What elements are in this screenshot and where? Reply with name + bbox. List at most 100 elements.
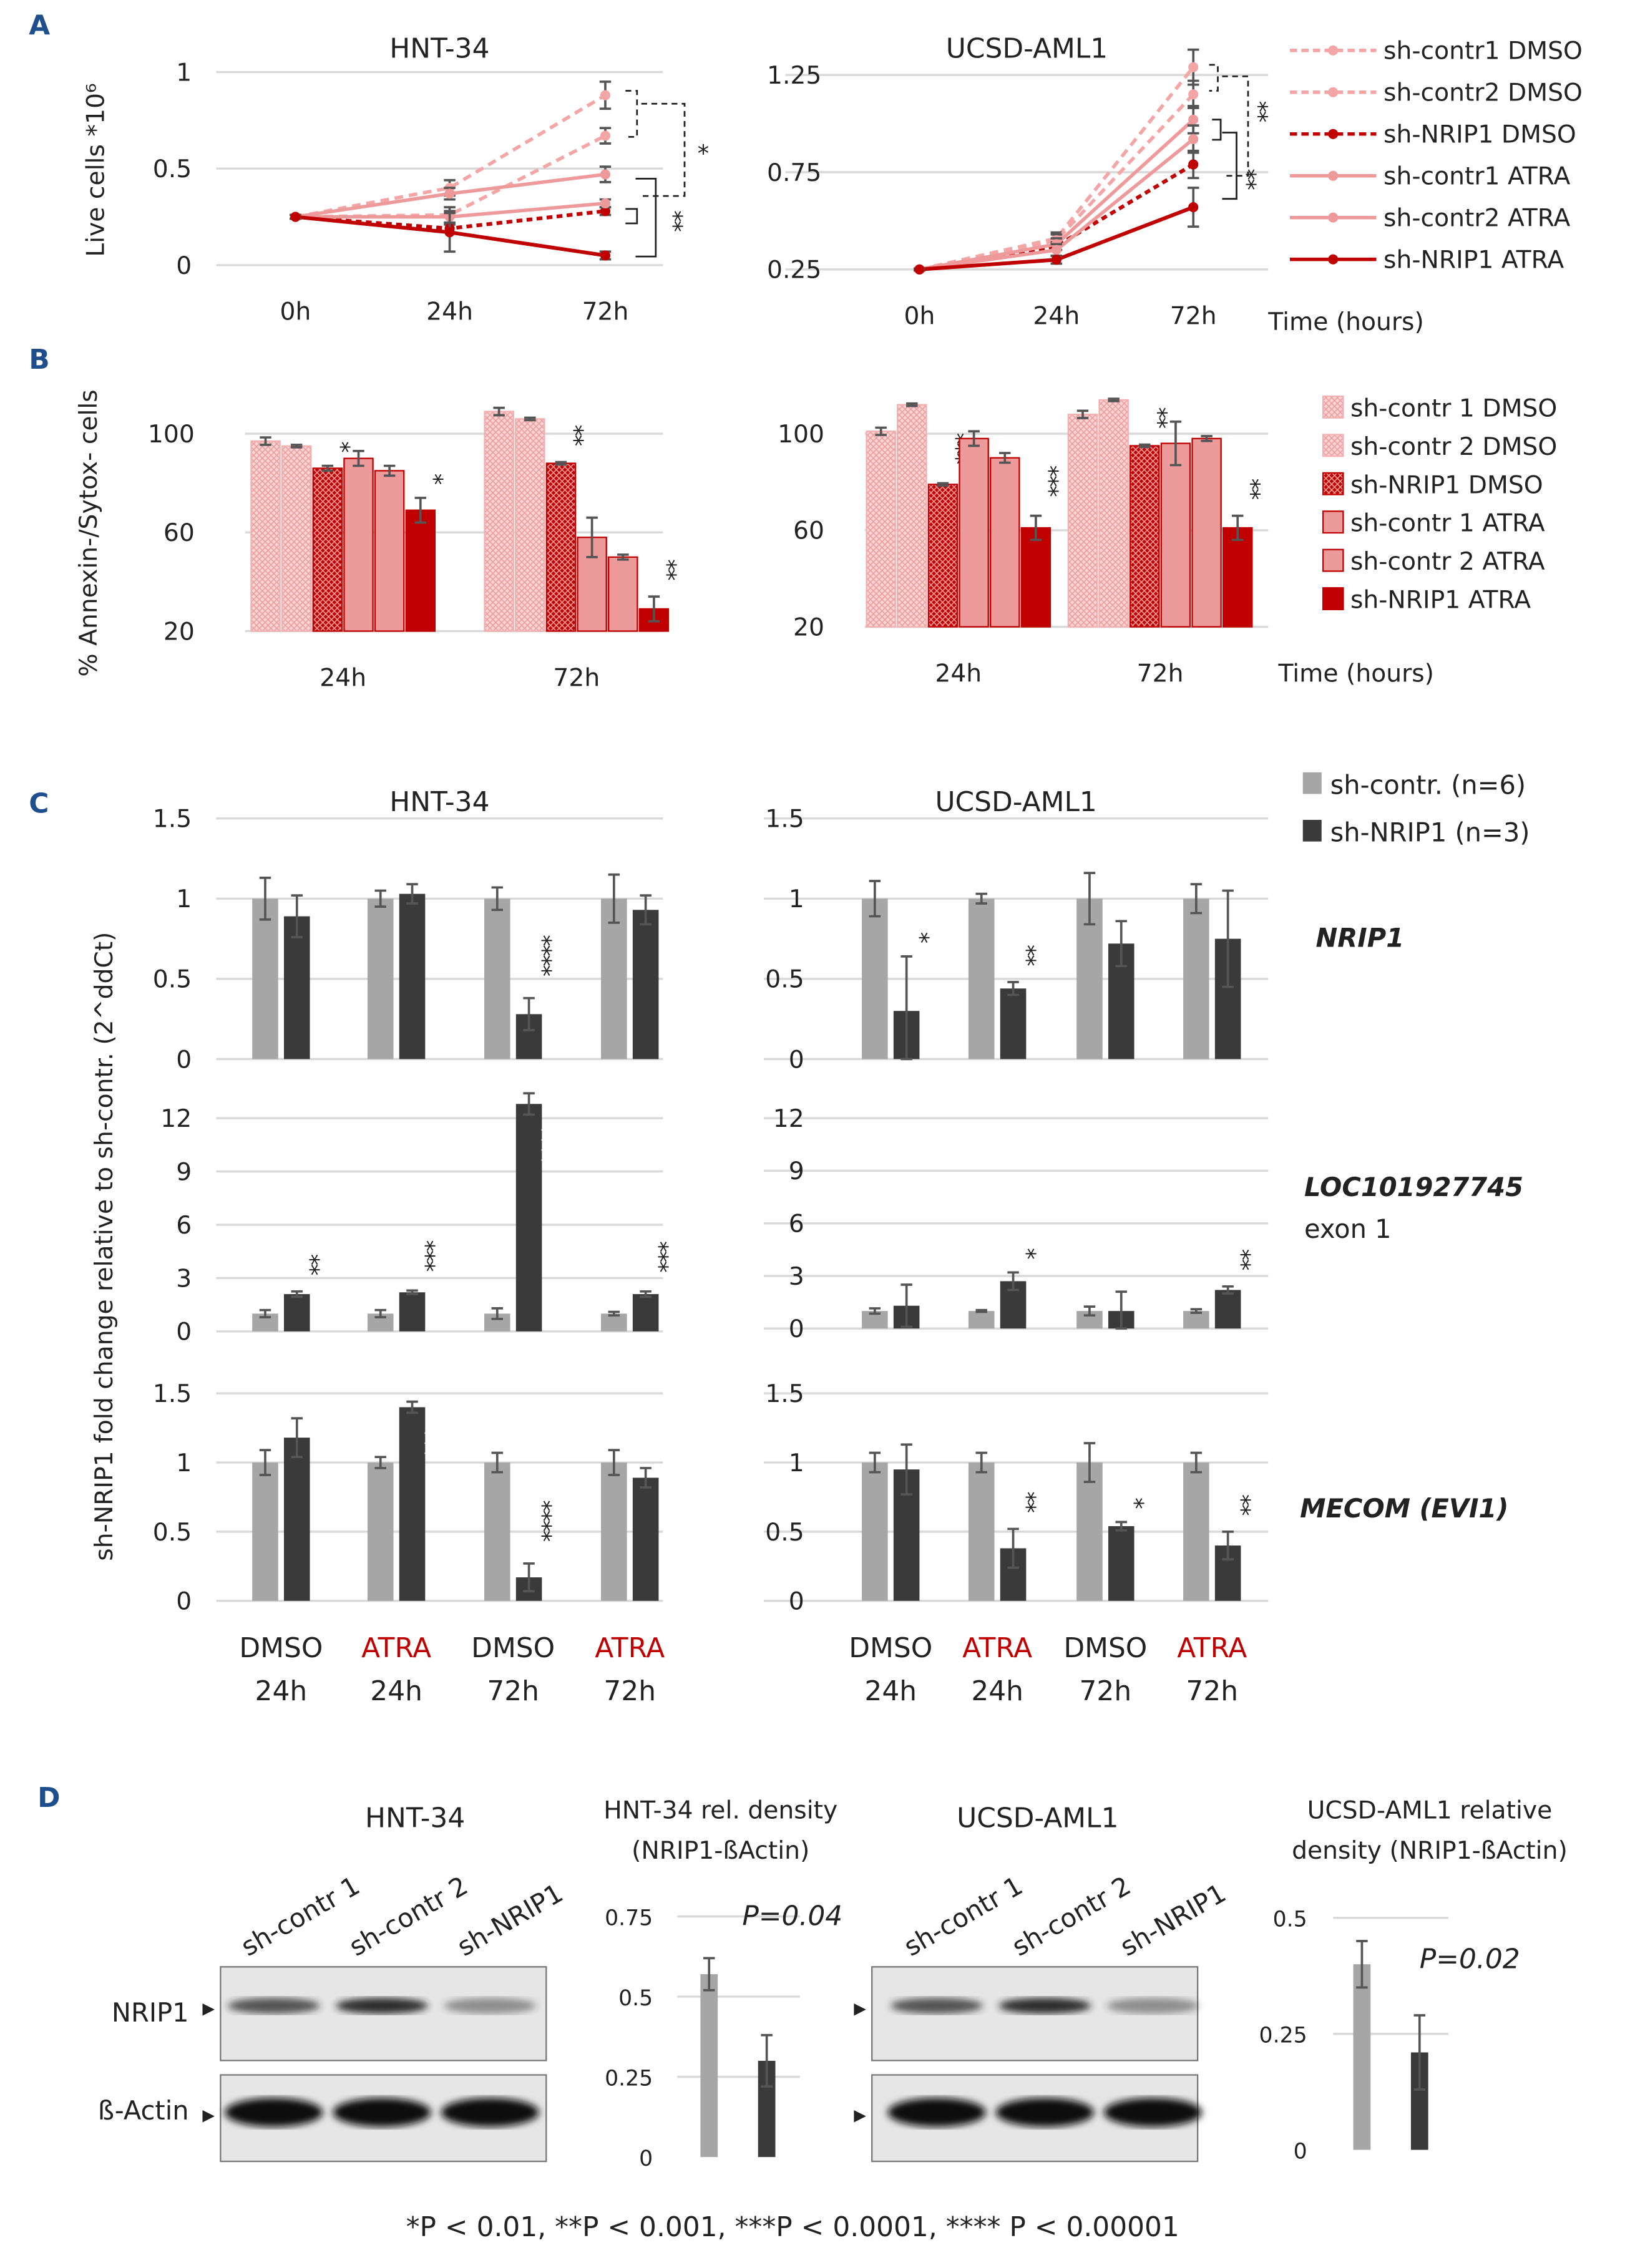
y-tick-label: 0	[789, 1046, 804, 1074]
error-bar	[617, 553, 629, 561]
data-point	[1188, 62, 1199, 72]
band-nrip1	[227, 1997, 320, 2014]
error-bar	[259, 1308, 271, 1318]
chart-title: UCSD-AML1	[935, 786, 1096, 818]
panel-label-d: D	[37, 1782, 60, 1814]
significance-stars: ****	[529, 1124, 556, 1166]
error-bar	[291, 1417, 303, 1459]
y-tick-label: 6	[176, 1212, 192, 1240]
legend-label: sh-contr 1 DMSO	[1350, 394, 1557, 422]
error-bar	[1108, 397, 1120, 402]
significance-stars: **	[654, 559, 681, 580]
significance-stars: **	[1228, 1494, 1255, 1516]
error-bar	[523, 996, 535, 1031]
significance-stars: **	[561, 425, 588, 446]
bar	[281, 445, 312, 632]
significance-stars: *	[907, 932, 934, 943]
y-tick-label: 1.25	[767, 62, 821, 90]
bar-sh-contr	[968, 1311, 995, 1329]
y-tick-label: 1	[176, 1449, 192, 1477]
footnote: *P < 0.01, **P < 0.001, ***P < 0.0001, *…	[406, 2211, 1179, 2243]
band-nrip1	[336, 1997, 428, 2014]
bar-sh-contr	[367, 1463, 394, 1601]
error-bar	[523, 1092, 535, 1116]
x-axis-label: Time (hours)	[1267, 308, 1424, 336]
error-bar	[1413, 2014, 1426, 2091]
error-bar	[1076, 409, 1089, 419]
y-tick-label: 3	[176, 1265, 192, 1293]
data-point	[1188, 89, 1199, 100]
y-axis-label: Live cells *10⁶	[82, 83, 110, 256]
error-bar	[1115, 1521, 1127, 1532]
error-bar	[260, 436, 271, 446]
bar	[374, 470, 405, 632]
x-axis-label: Time (hours)	[1277, 659, 1434, 688]
significance-stars: **	[1246, 101, 1272, 122]
error-bar	[1190, 1451, 1203, 1474]
error-bar	[869, 1307, 881, 1315]
y-tick-label: 0.5	[618, 1986, 653, 2011]
bracket	[1209, 64, 1219, 92]
bar	[312, 467, 343, 632]
significance-stars: ***	[412, 1240, 439, 1272]
significance-stars: **	[1013, 1491, 1040, 1512]
y-tick-label: 0	[176, 1588, 192, 1616]
legend-marker	[1328, 254, 1339, 265]
error-bar	[1007, 1271, 1019, 1292]
y-tick-label: 0.5	[1273, 1907, 1307, 1932]
error-bar	[1083, 872, 1096, 926]
gene-label-exon: exon 1	[1304, 1214, 1392, 1244]
y-tick-label: 12	[160, 1105, 192, 1133]
error-bar	[640, 1467, 652, 1489]
bar-sh-contr	[367, 898, 394, 1059]
legend-label: sh-NRIP1 (n=3)	[1330, 817, 1530, 848]
error-bar	[1115, 1290, 1127, 1330]
x-tick-label: 72h	[582, 298, 629, 326]
error-bar	[353, 449, 364, 467]
bar	[515, 418, 545, 632]
p-value: P=0.02	[1420, 1944, 1520, 1975]
bracket	[625, 90, 638, 138]
bar-sh-nrip1	[399, 1407, 426, 1601]
legend-swatch	[1322, 472, 1344, 495]
gene-label-loc: LOC101927745	[1304, 1172, 1523, 1202]
x-label-time: 72h	[1186, 1675, 1238, 1707]
x-label-treatment: DMSO	[239, 1632, 323, 1664]
error-bar	[1190, 1308, 1203, 1314]
significance-stars: **	[1145, 407, 1172, 428]
series-line	[295, 94, 607, 219]
blot-nrip1	[220, 1966, 547, 2061]
chart-title: UCSD-AML1	[946, 32, 1108, 64]
y-tick-label: 0	[639, 2146, 653, 2171]
error-bar	[374, 1308, 386, 1318]
error-bar	[259, 1449, 271, 1476]
significance-stars: *	[1121, 1497, 1148, 1509]
error-bar	[586, 516, 598, 558]
bar-sh-contr	[252, 1463, 278, 1601]
error-bar	[900, 955, 912, 1061]
bar-sh-contr	[601, 1313, 627, 1331]
legend-label: sh-contr 2 DMSO	[1350, 433, 1557, 461]
significance-stars: ****	[529, 935, 556, 976]
bar	[927, 484, 959, 628]
blot-nrip1	[871, 1966, 1199, 2061]
y-tick-label: 0.25	[767, 256, 821, 285]
arrow-icon: ▸	[202, 2101, 215, 2129]
y-tick-label: 1	[789, 1449, 804, 1477]
error-bar	[608, 1449, 620, 1476]
error-bar	[524, 416, 536, 422]
bar-sh-nrip1	[632, 1477, 659, 1601]
y-tick-label: 20	[793, 613, 824, 641]
legend-label: sh-NRIP1 ATRA	[1350, 586, 1531, 615]
y-tick-label: 0.5	[153, 966, 192, 994]
bar-sh-contr	[484, 898, 510, 1059]
blot-title: HNT-34	[365, 1802, 465, 1834]
data-point	[1188, 114, 1199, 125]
bar	[1020, 527, 1052, 628]
legend-swatch	[1302, 820, 1322, 842]
significance-bracket-atra	[1222, 132, 1237, 200]
error-bar	[761, 2033, 773, 2088]
significance-stars: ***	[646, 1241, 673, 1272]
error-bar	[1083, 1442, 1096, 1483]
